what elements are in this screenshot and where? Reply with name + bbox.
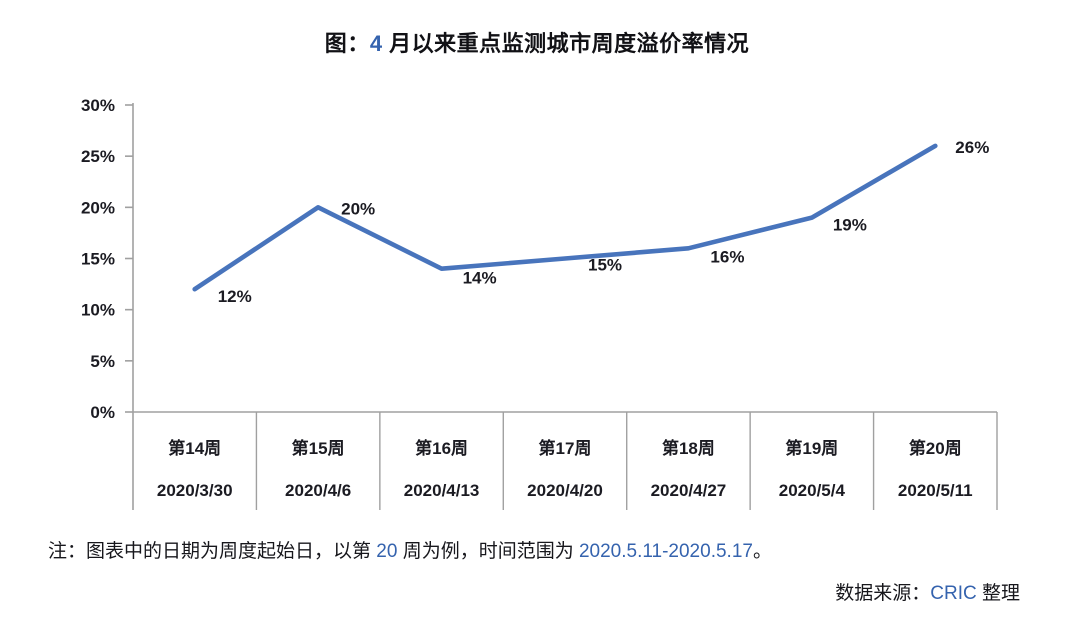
data-label: 14% — [463, 269, 497, 288]
data-label: 20% — [341, 199, 375, 218]
xtick-week-label: 第15周 — [292, 438, 345, 458]
footnote-date-range: 2020.5.11-2020.5.17 — [578, 541, 753, 562]
ytick-label: 15% — [81, 250, 115, 269]
data-label: 26% — [955, 138, 989, 157]
chart-title: 图：4 月以来重点监测城市周度溢价率情况 — [0, 26, 1074, 58]
series-line — [192, 143, 938, 292]
footnote-week-number: 20 — [376, 541, 398, 562]
xtick-date-label: 2020/4/27 — [651, 481, 727, 500]
xtick-week-label: 第16周 — [415, 438, 468, 458]
data-source: 数据来源：CRIC 整理 — [0, 578, 1020, 605]
ytick-label: 0% — [90, 403, 115, 422]
xtick-week-label: 第20周 — [909, 438, 962, 458]
xtick-date-label: 2020/5/4 — [779, 481, 846, 500]
footnote-text-2: 周为例，时间范围为 — [397, 541, 579, 562]
xtick-date-label: 2020/4/6 — [285, 481, 351, 500]
data-label: 15% — [588, 256, 622, 275]
footnote-text-1: 注：图表中的日期为周度起始日，以第 — [48, 541, 377, 562]
ytick-label: 20% — [81, 198, 115, 217]
ytick-label: 10% — [81, 301, 115, 320]
xtick-date-label: 2020/3/30 — [157, 481, 233, 500]
chart-title-text: 月以来重点监测城市周度溢价率情况 — [382, 31, 750, 56]
ytick-label: 25% — [81, 147, 115, 166]
xtick-week-label: 第18周 — [662, 438, 715, 458]
ytick-label: 30% — [81, 96, 115, 115]
data-source-org: CRIC — [930, 583, 977, 604]
data-source-label: 数据来源： — [835, 583, 931, 604]
footnote-text-3: 。 — [752, 541, 772, 562]
xtick-week-label: 第19周 — [785, 438, 838, 458]
chart-title-number: 4 — [369, 31, 383, 56]
xtick-date-label: 2020/4/20 — [527, 481, 603, 500]
xtick-date-label: 2020/4/13 — [404, 481, 480, 500]
chart-title-prefix: 图： — [324, 31, 370, 56]
data-source-suffix: 整理 — [976, 583, 1020, 604]
data-label: 12% — [218, 287, 252, 306]
xtick-week-label: 第17周 — [539, 438, 592, 458]
data-label: 16% — [710, 247, 744, 266]
data-label: 19% — [833, 216, 867, 235]
xtick-date-label: 2020/5/11 — [898, 481, 973, 500]
footnote: 注：图表中的日期为周度起始日，以第 20 周为例，时间范围为 2020.5.11… — [48, 536, 772, 563]
xtick-week-label: 第14周 — [168, 438, 221, 458]
ytick-label: 5% — [90, 352, 115, 371]
